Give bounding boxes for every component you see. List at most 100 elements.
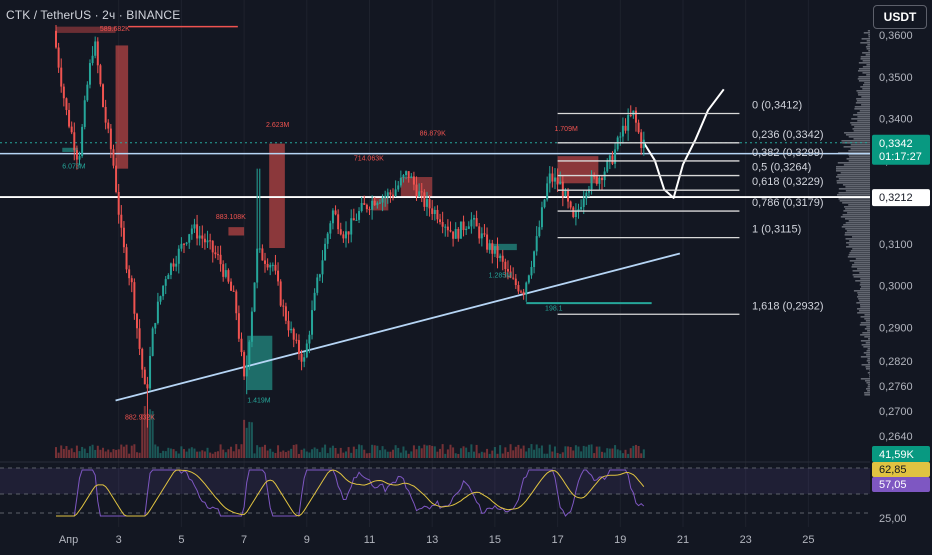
volume-profile-bar <box>838 152 870 154</box>
volume-bar <box>133 444 136 458</box>
volume-profile-bar <box>864 336 870 338</box>
candle-body <box>78 156 81 160</box>
ascending-trendline <box>115 252 681 402</box>
rsi-ma-badge <box>872 462 930 477</box>
candle-body <box>313 292 316 311</box>
volume-bar <box>559 453 562 458</box>
volume-profile-bar <box>869 370 870 372</box>
price-tick: 0,3000 <box>879 281 913 293</box>
volume-bar <box>462 446 465 458</box>
candle-body <box>334 210 337 215</box>
candle-body <box>279 281 282 306</box>
price-tick: 0,3100 <box>879 239 913 251</box>
candle-body <box>167 274 170 280</box>
volume-profile-bar <box>861 286 870 288</box>
volume-bar <box>122 446 125 458</box>
rsi-ma-line <box>56 469 645 517</box>
volume-bar <box>311 449 314 458</box>
volume-profile-bar <box>867 348 870 350</box>
volume-bar <box>478 453 481 458</box>
volume-bar <box>392 449 395 458</box>
candle-body <box>96 41 99 66</box>
volume-bar <box>334 447 337 458</box>
volume-profile-bar <box>848 136 870 138</box>
candle-body <box>553 177 556 182</box>
volume-value: 41,59K <box>879 449 915 461</box>
volume-bar <box>130 445 133 458</box>
candle-body <box>75 150 78 160</box>
volume-profile-bar <box>865 320 870 322</box>
candle-body <box>368 209 371 211</box>
volume-profile-bar <box>853 138 870 140</box>
candle-body <box>284 306 287 321</box>
volume-bar <box>543 453 546 458</box>
volume-bar <box>324 444 327 458</box>
volume-layer <box>55 406 645 458</box>
volume-bar <box>300 449 303 458</box>
volume-bar <box>514 446 517 458</box>
candle-body <box>151 328 154 356</box>
candle-body <box>235 291 238 314</box>
candle-body <box>535 236 538 252</box>
volume-profile-bar <box>865 380 870 382</box>
candle-body <box>480 233 483 239</box>
candle-body <box>339 229 342 235</box>
volume-profile-bar <box>857 116 870 118</box>
volume-bar <box>611 448 614 458</box>
candle-body <box>94 41 97 56</box>
candle-body <box>316 277 319 293</box>
last-price-value: 0,3342 <box>879 138 913 150</box>
volume-bar <box>493 447 496 458</box>
volume-profile-bar <box>861 96 870 98</box>
candle-body <box>337 214 340 230</box>
volume-bar <box>250 422 253 458</box>
candle-body <box>441 221 444 227</box>
volume-bar <box>344 451 347 458</box>
volume-profile-bar <box>845 208 870 210</box>
volume-bar <box>564 446 567 458</box>
volume-profile-bar <box>860 42 870 44</box>
volume-profile-bar <box>862 52 870 54</box>
volume-bar <box>198 451 201 458</box>
volume-profile-bar <box>854 106 870 108</box>
volume-bar <box>601 451 604 458</box>
volume-profile-bar <box>851 124 870 126</box>
volume-profile-bar <box>863 346 870 348</box>
volume-profile-bar <box>856 98 870 100</box>
candle-body <box>381 197 384 203</box>
candle-body <box>493 246 496 254</box>
volume-bar <box>175 451 178 458</box>
volume-profile-bar <box>857 292 870 294</box>
volume-profile-bar <box>836 180 870 182</box>
candle-body <box>138 328 141 349</box>
volume-bar <box>373 445 376 458</box>
candle-body <box>350 218 353 235</box>
candle-body <box>420 191 423 193</box>
volume-bar <box>368 452 371 458</box>
candle-body <box>201 235 204 239</box>
candle-body <box>355 219 358 221</box>
volume-bar <box>196 451 199 458</box>
volume-bar <box>517 444 520 458</box>
volume-profile-bar <box>853 130 870 132</box>
volume-profile-bar <box>867 386 870 388</box>
currency-button[interactable]: USDT <box>873 5 927 29</box>
volume-profile-bar <box>863 352 870 354</box>
candle-body <box>159 296 162 302</box>
volume-bar <box>520 448 523 458</box>
marked-price-badge <box>872 189 930 207</box>
time-tick: 19 <box>614 534 626 546</box>
volume-bar <box>483 452 486 458</box>
volume-bar <box>146 413 149 458</box>
volume-profile-bar <box>851 118 870 120</box>
candle-body <box>183 243 186 245</box>
candle-body <box>162 285 165 297</box>
volume-bar <box>386 451 389 458</box>
volume-profile-bar <box>866 350 870 352</box>
volume-profile-bar <box>861 344 870 346</box>
symbol-title[interactable]: CTK / TetherUS · 2ч · BINANCE <box>6 8 181 22</box>
candle-body <box>311 310 314 335</box>
candle-body <box>522 291 525 295</box>
